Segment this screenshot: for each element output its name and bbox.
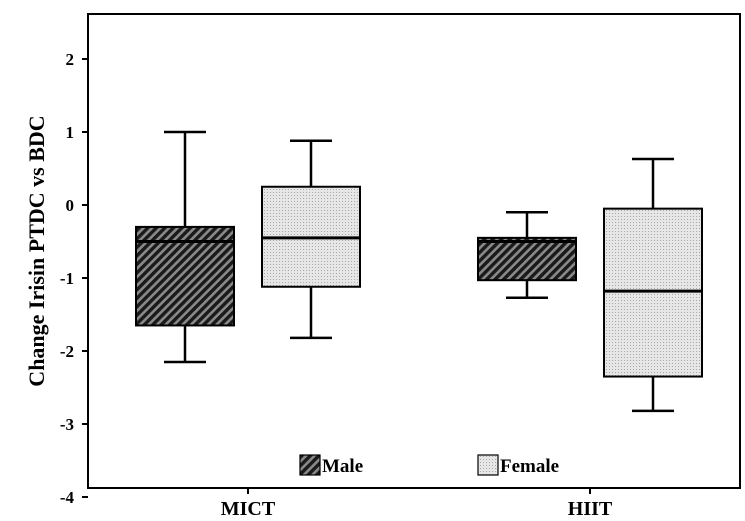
box-male-hiit — [477, 211, 577, 299]
x-tick-label-hiit: HIIT — [568, 498, 613, 520]
box-female-mict — [261, 139, 361, 340]
legend-swatch-male — [299, 454, 321, 476]
y-tick-label: 1 — [66, 123, 75, 142]
legend: Male Female — [299, 454, 559, 477]
y-tick-label: -4 — [60, 488, 75, 507]
y-axis: 2 1 0 -1 -2 -3 -4 — [60, 50, 88, 507]
y-tick-label: 0 — [66, 196, 75, 215]
iqr-box — [135, 225, 235, 327]
box-female-hiit — [603, 157, 703, 413]
legend-swatch-female — [477, 454, 499, 476]
plot-frame — [87, 13, 741, 489]
y-axis-label: Change Irisin PTDC vs BDC — [24, 115, 49, 386]
iqr-box — [477, 236, 577, 282]
x-axis: MICT HIIT — [221, 488, 613, 520]
box-male-mict — [135, 130, 235, 364]
y-tick-label: -2 — [60, 342, 74, 361]
y-tick-label: -3 — [60, 415, 74, 434]
y-tick-label: 2 — [66, 50, 75, 69]
legend-label-male: Male — [322, 456, 363, 477]
x-tick-label-mict: MICT — [221, 498, 276, 520]
legend-label-female: Female — [500, 456, 559, 477]
boxes-layer — [135, 130, 703, 413]
y-tick-label: -1 — [60, 269, 74, 288]
